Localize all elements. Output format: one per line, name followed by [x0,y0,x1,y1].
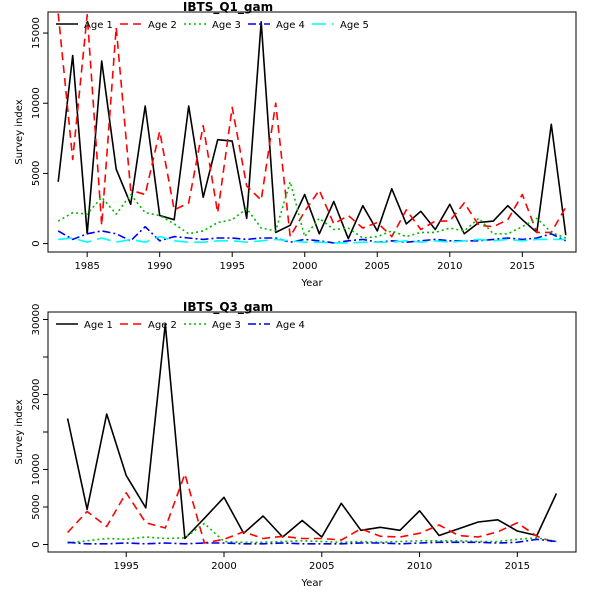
axes-ticks: 1985 1990 1995 2000 2005 2010 2015 0 5000 10000 15… [31,17,535,272]
chart-ibts-q1: IBTS_Q1_gam Year Survey index 1985 1990 19… [14,0,577,289]
y-axis-label: Survey index [14,99,25,164]
x-tick-label: 1995 [219,261,244,272]
axes-ticks: 1995 2000 2005 2010 2015 0 5000 10000 20000 30000 [31,304,530,572]
series-line-age-3 [57,181,567,239]
legend-label: Age 1 [84,320,113,331]
legend-label: Age 3 [212,320,241,331]
x-tick-label: 2000 [292,261,317,272]
series-lines [57,13,567,244]
plot-frame [47,311,577,553]
series-line-age-5 [58,235,566,244]
x-axis-label: Year [300,278,323,289]
y-tick-label: 0 [31,541,42,547]
legend: Age 1 Age 2 Age 3 Age 4 Age 5 [56,20,369,31]
legend-label: Age 5 [340,20,369,31]
legend-label: Age 3 [212,20,241,31]
y-tick-label: 15000 [31,17,42,49]
y-tick-label: 10000 [31,87,42,119]
x-tick-label: 2015 [505,561,530,572]
series-line-age-3 [67,522,557,544]
x-tick-label: 2005 [309,561,334,572]
x-tick-label: 2015 [510,261,535,272]
series-line-age-4 [67,538,557,545]
y-tick-label: 5000 [31,494,42,519]
series-line-age-1 [57,20,567,240]
legend-label: Age 1 [84,20,113,31]
series-line-age-2 [57,13,567,238]
legend-label: Age 4 [276,20,305,31]
series-line-age-4 [57,225,567,244]
x-tick-label: 1985 [74,261,99,272]
y-tick-label: 10000 [31,454,42,486]
series-line-age-2 [67,473,557,544]
y-tick-label: 0 [31,240,42,246]
y-tick-label: 20000 [31,379,42,411]
x-tick-label: 2005 [365,261,390,272]
chart-title: IBTS_Q3_gam [183,300,273,315]
legend: Age 1 Age 2 Age 3 Age 4 [56,320,305,331]
series-lines [66,323,558,545]
x-tick-label: 2000 [211,561,236,572]
y-tick-label: 5000 [31,161,42,186]
chart-title: IBTS_Q1_gam [183,0,273,15]
x-axis-label: Year [300,578,323,589]
legend-label: Age 2 [148,20,177,31]
legend-label: Age 2 [148,320,177,331]
legend-label: Age 4 [276,320,305,331]
x-tick-label: 2010 [437,261,462,272]
y-axis-label: Survey index [14,399,25,464]
x-tick-label: 2010 [407,561,432,572]
x-tick-label: 1995 [113,561,138,572]
y-tick-label: 30000 [31,304,42,336]
x-tick-label: 1990 [147,261,172,272]
plot-frame [47,11,577,253]
series-line-age-1 [66,323,558,540]
chart-ibts-q3: IBTS_Q3_gam Year Survey index 1995 2000 20… [14,300,577,589]
